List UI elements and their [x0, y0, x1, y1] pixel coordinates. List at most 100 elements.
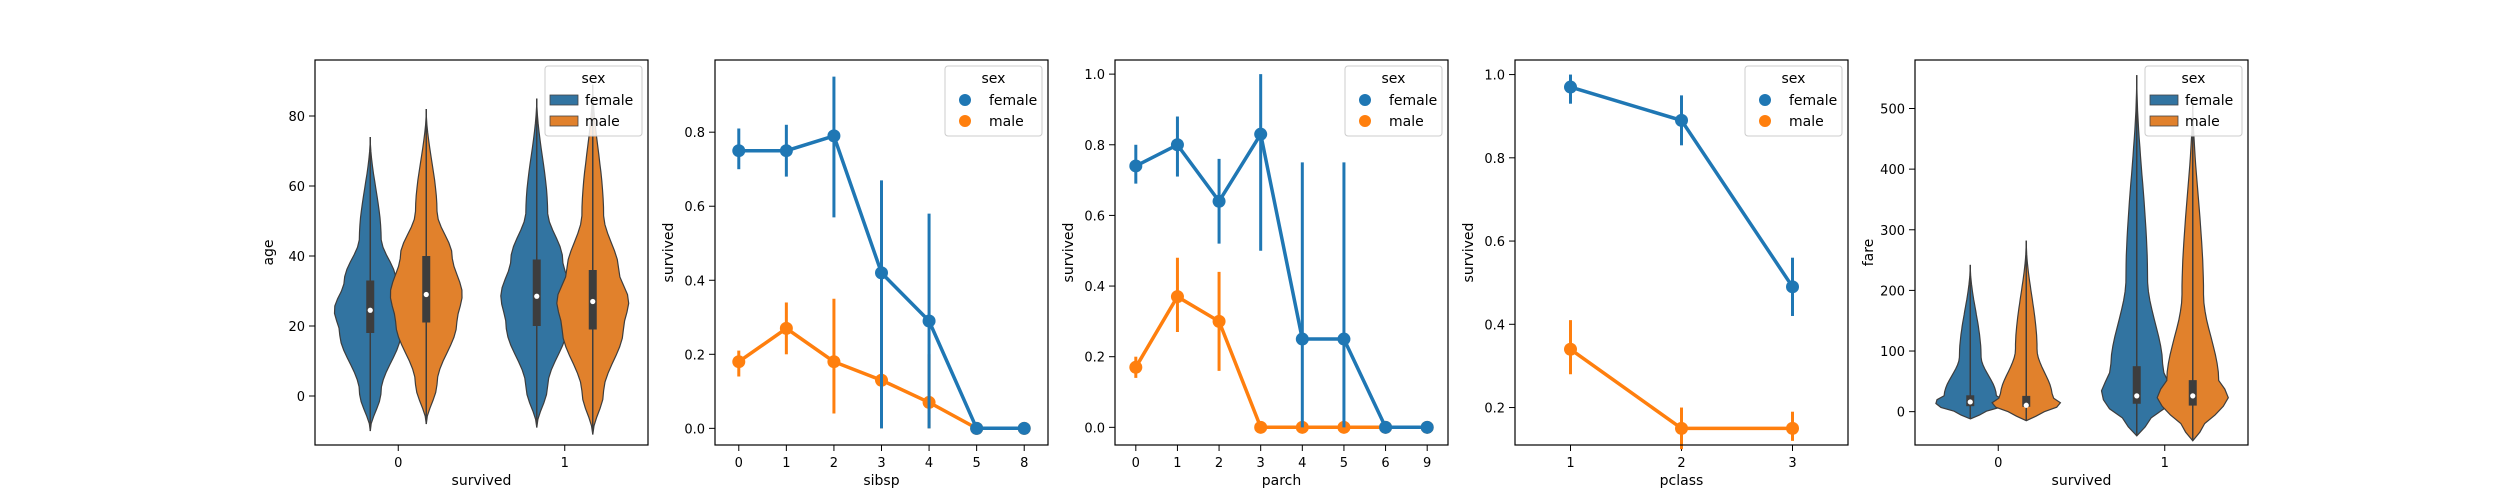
x-tick-label: 3	[1788, 456, 1796, 471]
x-tick-label: 9	[1423, 456, 1431, 471]
subplot-fare-violin: 0 100 200 300 400 500 0 1 survived fare sex female m…	[1861, 59, 2249, 489]
x-tick-label: 1	[1173, 456, 1181, 471]
y-tick-label: 0.8	[1084, 139, 1105, 154]
legend-label-male: male	[2185, 114, 2220, 130]
axes-frame	[314, 59, 649, 446]
legend-label-female: female	[1389, 93, 1437, 109]
x-axis-label: pclass	[1660, 473, 1704, 489]
legend-title: sex	[582, 71, 606, 87]
violin-iqr-box	[2022, 395, 2031, 407]
legend-marker-female	[1759, 94, 1771, 106]
violin-median-dot	[1967, 399, 1973, 405]
legend-label-male: male	[1789, 114, 1824, 130]
x-tick-label: 0	[1994, 456, 2002, 471]
point-male-3	[1254, 420, 1268, 434]
legend-label-female: female	[2185, 93, 2233, 109]
y-tick-label: 1.0	[1484, 69, 1505, 84]
axes-frame	[1514, 59, 1849, 446]
y-tick-label: 0.0	[684, 422, 705, 437]
x-tick-label: 5	[973, 456, 981, 471]
y-axis-label: fare	[1861, 239, 1877, 267]
x-tick-label: 3	[877, 456, 885, 471]
point-female-3	[1254, 127, 1268, 141]
y-tick-label: 100	[1880, 345, 1905, 360]
subplot-parch-pointplot: 0.0 0.2 0.4 0.6 0.8 1.0 0 1 2 3 4 5 6 9 parch survived s…	[1061, 59, 1449, 489]
point-female-3	[1786, 280, 1799, 294]
point-female-9	[1420, 420, 1434, 434]
point-female-6	[1379, 420, 1393, 434]
legend-swatch-male	[2149, 115, 2179, 127]
legend-label-male: male	[1389, 114, 1424, 130]
y-tick-label: 20	[288, 320, 305, 335]
point-male-2	[827, 355, 841, 369]
legend-swatch-female	[549, 94, 579, 106]
y-tick-label: 0.8	[684, 126, 705, 141]
point-male-1	[1564, 342, 1577, 356]
y-tick-label: 0.6	[684, 200, 705, 215]
legend-label-female: female	[1789, 93, 1837, 109]
x-axis-label: sibsp	[863, 473, 899, 489]
point-female-8	[1017, 421, 1031, 435]
legend-swatch-female	[2149, 94, 2179, 106]
axes-frame	[1114, 59, 1449, 446]
x-tick-label: 1	[1566, 456, 1574, 471]
violin-iqr-box	[532, 259, 541, 326]
legend-label-female: female	[989, 93, 1037, 109]
y-axis-label: age	[261, 239, 277, 265]
x-axis-label: survived	[452, 473, 512, 489]
y-tick-label: 0.6	[1484, 235, 1505, 250]
y-tick-label: 500	[1880, 103, 1905, 118]
line-female	[1135, 129, 1428, 430]
y-tick-label: 0.4	[1084, 280, 1105, 295]
y-tick-label: 0.8	[1484, 152, 1505, 167]
legend-marker-female	[959, 94, 971, 106]
point-male-0	[1129, 360, 1143, 374]
point-female-5	[970, 421, 984, 435]
legend-title: sex	[982, 71, 1006, 87]
violin-median-dot	[590, 298, 596, 305]
subplot-sibsp-pointplot: 0.0 0.2 0.4 0.6 0.8 0 1 2 3 4 5 8 sibsp survived sex fe…	[661, 59, 1049, 489]
y-tick-label: 40	[288, 250, 305, 265]
point-female-2	[1675, 113, 1688, 127]
x-tick-label: 0	[394, 456, 402, 471]
x-tick-label: 6	[1381, 456, 1389, 471]
point-female-3	[875, 266, 888, 280]
legend-title: sex	[2182, 71, 2206, 87]
point-female-0	[1129, 159, 1143, 173]
y-tick-label: 1.0	[1084, 68, 1105, 83]
point-female-4	[1295, 332, 1309, 346]
point-male-2	[1212, 314, 1226, 328]
violin-median-dot	[2190, 393, 2196, 399]
y-tick-label: 0.2	[1084, 351, 1105, 366]
point-male-1	[779, 321, 793, 335]
y-tick-label: 400	[1880, 163, 1905, 178]
point-female-1	[779, 144, 793, 158]
y-tick-label: 0	[297, 390, 305, 405]
x-axis-label: parch	[1262, 473, 1301, 489]
point-male-0	[732, 355, 746, 369]
violin-iqr-box	[2132, 366, 2141, 404]
x-tick-label: 4	[1298, 456, 1306, 471]
x-tick-label: 3	[1257, 456, 1265, 471]
y-axis-label: survived	[1461, 223, 1477, 283]
legend-marker-male	[959, 115, 971, 127]
violin-iqr-box	[2188, 380, 2197, 406]
y-tick-label: 80	[288, 110, 305, 125]
violin-iqr-box	[366, 280, 375, 333]
legend-title: sex	[1782, 71, 1806, 87]
y-tick-label: 0.0	[1084, 421, 1105, 436]
x-tick-label: 4	[925, 456, 933, 471]
y-axis-label: survived	[1061, 223, 1077, 283]
legend-title: sex	[1382, 71, 1406, 87]
y-tick-label: 0.2	[684, 348, 705, 363]
y-tick-label: 0.2	[1484, 402, 1505, 417]
legend-swatch-male	[549, 115, 579, 127]
point-female-4	[922, 314, 936, 328]
x-axis-label: survived	[2052, 473, 2112, 489]
x-tick-label: 2	[1677, 456, 1685, 471]
violin-median-dot	[2134, 393, 2140, 399]
axes-frame	[1914, 59, 2249, 446]
legend-label-male: male	[989, 114, 1024, 130]
y-tick-label: 0.6	[1084, 209, 1105, 224]
y-tick-label: 0	[1897, 406, 1905, 421]
